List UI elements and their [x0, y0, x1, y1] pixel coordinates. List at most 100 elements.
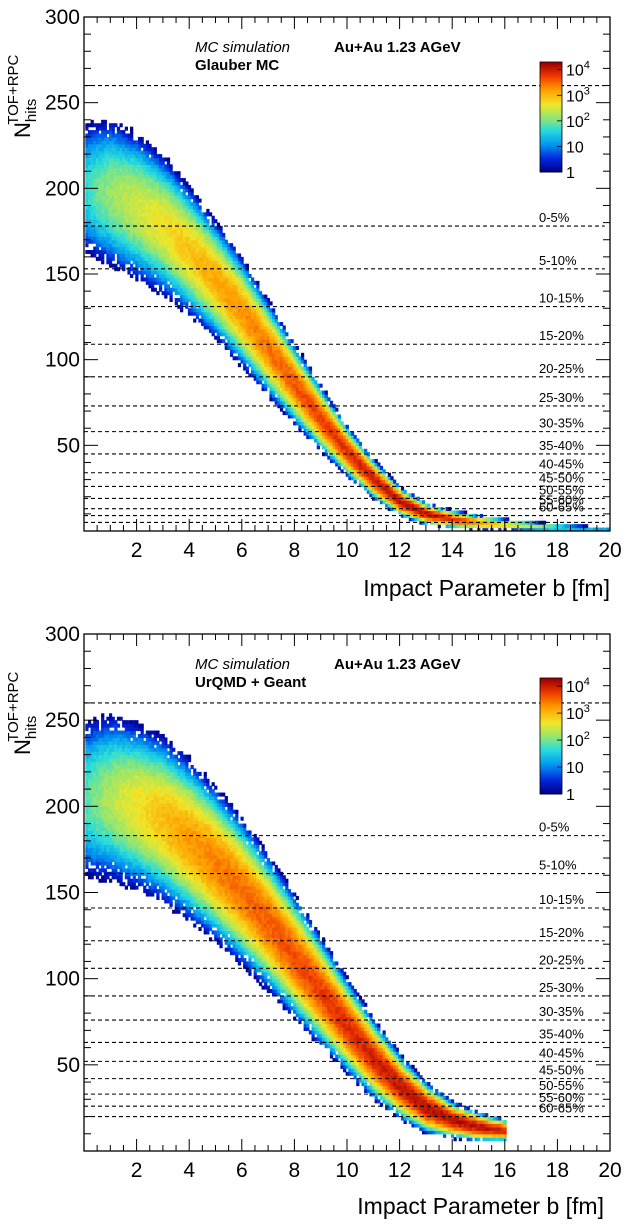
centrality-label: 25-30% [539, 390, 584, 405]
heatmap-cell [311, 377, 314, 381]
heatmap-cell [130, 130, 133, 134]
x-tick-label: 18 [546, 539, 569, 562]
annotation-bold: Au+Au 1.23 AGeV [334, 39, 461, 56]
heatmap-cell [283, 325, 286, 329]
heatmap-cell [185, 181, 188, 185]
heatmap-cell [193, 319, 196, 323]
heatmap-cell [183, 178, 186, 182]
heatmap-cell [93, 253, 96, 257]
heatmap-cell [198, 199, 201, 203]
heatmap-cell [159, 284, 162, 288]
heatmap-cell [222, 233, 225, 237]
heatmap-cell [269, 301, 272, 305]
heatmap-cell [264, 295, 267, 299]
heatmap-cell [198, 205, 201, 209]
y-tick-label: 200 [45, 177, 80, 200]
heatmap-cell [375, 459, 378, 463]
heatmap-cell [141, 274, 144, 278]
heatmap-cell [169, 295, 172, 299]
heatmap-cell [114, 727, 117, 731]
centrality-labels-layer: 0-5%5-10%10-15%15-20%20-25%25-30%30-35%3… [539, 210, 584, 515]
heatmap-cell [364, 449, 367, 453]
centrality-label: 35-40% [539, 438, 584, 453]
colorbar-label: 10 [566, 139, 584, 156]
heatmap-cell [301, 356, 304, 360]
heatmap-cell [85, 243, 88, 247]
heatmap-cell [117, 724, 120, 728]
x-tick-label: 16 [493, 539, 516, 562]
heatmap-cell [543, 521, 546, 525]
heatmap-cell [280, 322, 283, 326]
heatmap-cell [219, 226, 222, 230]
heatmap-cell [109, 713, 112, 717]
annotation-italic: MC simulation [195, 39, 290, 56]
heatmap-cell [272, 308, 275, 312]
heatmap-cell [319, 384, 322, 388]
heatmap-cell [240, 257, 243, 261]
x-tick-label: 20 [598, 539, 621, 562]
centrality-label: 10-15% [539, 291, 584, 306]
heatmap-cell [251, 284, 254, 288]
x-axis-title: Impact Parameter b [fm] [363, 575, 610, 601]
heatmap-cell [354, 435, 357, 439]
heatmap-cell [290, 339, 293, 343]
y-tick-label: 300 [45, 6, 80, 29]
heatmap-cell [209, 212, 212, 216]
heatmap-cell [325, 391, 328, 395]
heatmap-cell [133, 882, 136, 886]
heatmap-cell [356, 438, 359, 442]
heatmap-cell [96, 727, 99, 731]
heatmap-cell [112, 253, 115, 257]
heatmap-cell [125, 127, 128, 131]
heatmap-cell [122, 264, 125, 268]
heatmap-cell [359, 442, 362, 446]
heatmap-cell [125, 886, 128, 890]
heatmap-cell [233, 247, 236, 251]
heatmap-cell [127, 737, 130, 741]
centrality-label: 60-65% [539, 500, 584, 515]
heatmap-cell [141, 882, 144, 886]
heatmap-cell [167, 157, 170, 161]
heatmap-cell [214, 219, 217, 223]
x-tick-label: 8 [289, 539, 301, 562]
heatmap-cell [106, 727, 109, 731]
heatmap-cell [130, 127, 133, 131]
heatmap-cell [91, 875, 94, 879]
x-tick-label: 12 [388, 539, 411, 562]
heatmap-cell [135, 886, 138, 890]
centrality-label: 15-20% [539, 328, 584, 343]
heatmap-cell [101, 257, 104, 261]
heatmap-cell [380, 466, 383, 470]
heatmap-cell [338, 418, 341, 422]
heatmap-cell [246, 264, 249, 268]
heatmap-cell [104, 120, 107, 124]
heatmap-cell [309, 367, 312, 371]
y-axis-title: NhitsTOF+RPC [5, 54, 40, 138]
heatmap-cell [109, 861, 112, 865]
heatmap-cell [422, 500, 425, 504]
heatmap-cell [141, 727, 144, 731]
y-axis-title-sup: TOF+RPC [5, 54, 22, 124]
colorbar-label: 102 [566, 111, 590, 131]
heatmap-cell [120, 123, 123, 127]
heatmap-cell [256, 284, 259, 288]
heatmap-cell [130, 274, 133, 278]
heatmap-cell [169, 298, 172, 302]
heatmap-cell [193, 305, 196, 309]
heatmap-cell [354, 480, 357, 484]
heatmap-cell [162, 161, 165, 165]
heatmap-cell [135, 274, 138, 278]
heatmap-cell [146, 140, 149, 144]
heatmap-cell [390, 476, 393, 480]
heatmap-cell [120, 717, 123, 721]
centrality-label: 0-5% [539, 210, 570, 225]
heatmap-cell [206, 209, 209, 213]
heatmap-cell [183, 192, 186, 196]
heatmap-cell [401, 486, 404, 490]
heatmap-cell [296, 353, 299, 357]
heatmap-cell [346, 425, 349, 429]
colorbar-label: 103 [566, 85, 590, 105]
heatmap-cell [180, 308, 183, 312]
